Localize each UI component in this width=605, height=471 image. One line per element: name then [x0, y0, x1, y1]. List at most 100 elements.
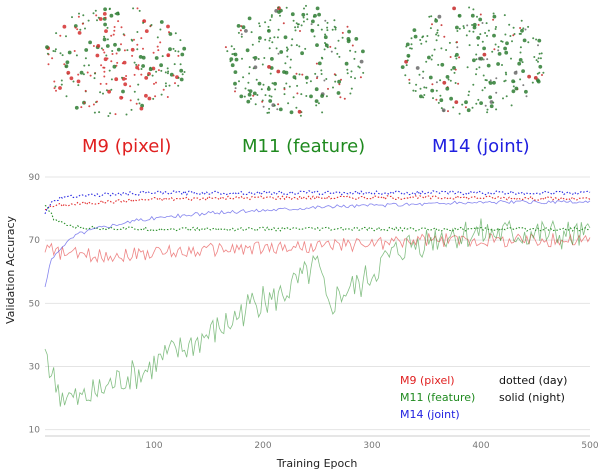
y-tick-label: 90 [29, 173, 41, 183]
scatter-point [324, 19, 327, 22]
scatter-point [454, 55, 457, 58]
scatter-point [77, 84, 80, 87]
scatter-point [65, 35, 67, 38]
scatter-point [517, 61, 522, 66]
scatter-point [254, 58, 256, 61]
scatter-point [264, 38, 267, 41]
scatter-point [104, 29, 108, 33]
scatter-point [461, 103, 464, 106]
scatter-plot-m11 [224, 4, 365, 117]
scatter-point [422, 77, 424, 79]
scatter-point [481, 89, 484, 92]
scatter-point [107, 89, 111, 94]
scatter-point [481, 40, 484, 43]
scatter-point [505, 73, 508, 76]
scatter-point [425, 86, 428, 89]
scatter-point [449, 79, 452, 82]
scatter-point [430, 15, 433, 18]
scatter-point [343, 97, 346, 100]
scatter-point [304, 75, 309, 80]
scatter-point [456, 41, 458, 44]
scatter-point [247, 16, 252, 21]
scatter-point [120, 26, 123, 29]
scatter-point [262, 105, 265, 108]
scatter-point [485, 22, 488, 25]
scatter-point [258, 25, 261, 28]
scatter-point [284, 70, 289, 75]
scatter-point [135, 102, 138, 105]
scatter-point [350, 70, 353, 73]
scatter-point [76, 79, 81, 84]
scatter-point [298, 45, 301, 48]
scatter-point [246, 99, 251, 104]
scatter-point [278, 107, 283, 112]
scatter-point [110, 78, 113, 81]
scatter-point [177, 50, 180, 53]
scatter-point [126, 49, 129, 52]
x-tick-label: 400 [472, 441, 489, 451]
scatter-point [75, 54, 78, 57]
scatter-point [295, 22, 298, 25]
scatter-point [111, 50, 114, 52]
scatter-point [268, 111, 270, 114]
scatter-point [291, 38, 294, 41]
scatter-point [337, 79, 341, 84]
series-line-dotted [44, 189, 591, 215]
scatter-point [422, 96, 425, 99]
scatter-point [415, 83, 418, 86]
scatter-point [489, 79, 492, 82]
scatter-point [230, 63, 235, 68]
scatter-point [130, 47, 135, 52]
scatter-point [492, 14, 497, 19]
scatter-point [260, 88, 263, 91]
scatter-point [289, 110, 294, 115]
scatter-point [286, 48, 289, 51]
scatter-point [98, 111, 101, 114]
scatter-point [524, 89, 528, 94]
scatter-point [264, 94, 267, 97]
scatter-point [537, 38, 542, 43]
grid-lines [45, 176, 590, 437]
scatter-point [441, 108, 446, 113]
scatter-point [325, 43, 328, 46]
scatter-point [334, 28, 337, 31]
scatter-point [535, 38, 538, 41]
panel-label-m9: M9 (pixel) [82, 136, 172, 157]
scatter-point [285, 6, 288, 9]
scatter-point [320, 94, 324, 98]
scatter-point [354, 50, 357, 53]
scatter-point [166, 53, 171, 58]
scatter-point [251, 43, 254, 46]
scatter-point [288, 85, 291, 88]
scatter-point [437, 14, 442, 19]
scatter-point [429, 27, 432, 30]
scatter-point [269, 37, 272, 40]
y-axis-label: Validation Accuracy [4, 215, 17, 324]
scatter-point [78, 12, 80, 15]
scatter-point [95, 14, 98, 17]
scatter-point [323, 35, 328, 40]
scatter-point [96, 100, 98, 103]
scatter-point [323, 48, 326, 51]
scatter-point [168, 47, 172, 52]
scatter-point [133, 90, 136, 93]
scatter-point [277, 28, 280, 31]
scatter-point [452, 6, 456, 11]
scatter-point [55, 89, 57, 92]
scatter-point [273, 104, 276, 107]
scatter-point [250, 31, 253, 34]
scatter-point [332, 86, 334, 89]
scatter-point [157, 49, 160, 52]
scatter-point [296, 92, 299, 95]
scatter-point [147, 96, 152, 101]
scatter-point [229, 57, 234, 61]
scatter-point [522, 27, 525, 30]
scatter-point [243, 95, 246, 98]
scatter-point [472, 83, 475, 86]
scatter-point [140, 73, 143, 76]
scatter-point [405, 42, 410, 47]
scatter-point [513, 71, 518, 75]
scatter-point [542, 71, 545, 74]
scatter-point [258, 22, 261, 25]
scatter-point [408, 78, 411, 81]
